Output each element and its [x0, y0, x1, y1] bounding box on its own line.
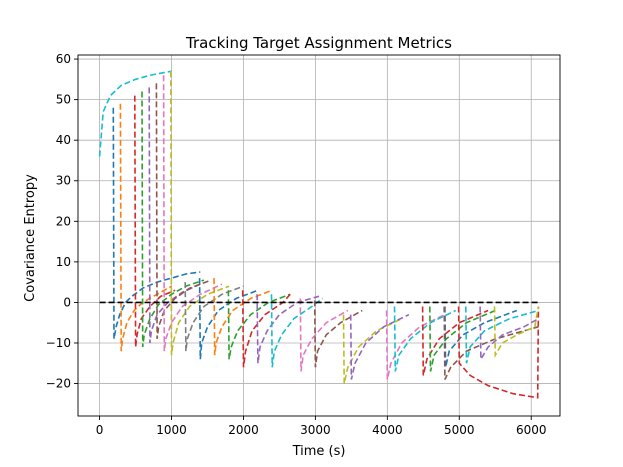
- series-line-12: [227, 290, 291, 360]
- x-tick-label: 0: [96, 423, 104, 437]
- plot-frame: [77, 54, 561, 417]
- series-line-26: [465, 306, 539, 364]
- series-line-21: [393, 306, 457, 372]
- series-line-22: [421, 306, 489, 376]
- series-line-23: [429, 306, 496, 372]
- series-line-8: [170, 71, 230, 356]
- series-line-18: [342, 314, 403, 384]
- series-line-11: [213, 278, 273, 356]
- x-tick-label: 1000: [156, 423, 187, 437]
- series-line-2: [119, 103, 172, 352]
- series-line-29: [493, 306, 540, 359]
- series-line-28: [479, 306, 539, 363]
- series-line-19: [349, 313, 410, 380]
- series-line-4: [141, 91, 205, 348]
- grid: [78, 55, 560, 416]
- series-line-5: [148, 87, 201, 344]
- series-line-20: [385, 310, 446, 380]
- series-group: [98, 70, 540, 399]
- x-axis-label: Time (s): [292, 444, 346, 459]
- y-tick-label: 20: [56, 214, 71, 228]
- series-layer: [98, 70, 540, 399]
- y-tick-label: 30: [56, 174, 71, 188]
- y-tick-label: 50: [56, 93, 71, 107]
- y-tick-label: 60: [56, 52, 71, 66]
- series-line-7: [162, 75, 223, 352]
- series-line-17: [313, 300, 363, 368]
- series-line-0: [98, 70, 172, 157]
- y-tick-label: 10: [56, 255, 71, 269]
- y-tick-label: −20: [46, 377, 71, 391]
- series-line-27: [457, 306, 540, 399]
- series-line-15: [270, 294, 324, 368]
- series-line-3: [134, 95, 176, 348]
- y-tick-label: −10: [46, 336, 71, 350]
- y-tick-label: 40: [56, 133, 71, 147]
- x-tick-label: 4000: [372, 423, 403, 437]
- x-tick-label: 2000: [228, 423, 259, 437]
- y-tick-label: 0: [63, 295, 71, 309]
- y-axis-label: Covariance Entropy: [23, 174, 38, 302]
- chart-title: Tracking Target Assignment Metrics: [185, 34, 452, 52]
- x-tick-label: 6000: [516, 423, 547, 437]
- series-line-14: [256, 294, 320, 364]
- series-line-9: [184, 282, 244, 352]
- series-line-10: [198, 278, 259, 360]
- axes: 0 1000 2000 3000 4000 5000 6000 −20 −10 0 10 20 30 40…: [46, 52, 561, 437]
- series-line-16: [299, 298, 349, 372]
- x-tick-label: 5000: [444, 423, 475, 437]
- series-line-25: [443, 306, 539, 380]
- x-tick-label: 3000: [300, 423, 331, 437]
- series-line-1: [112, 107, 201, 340]
